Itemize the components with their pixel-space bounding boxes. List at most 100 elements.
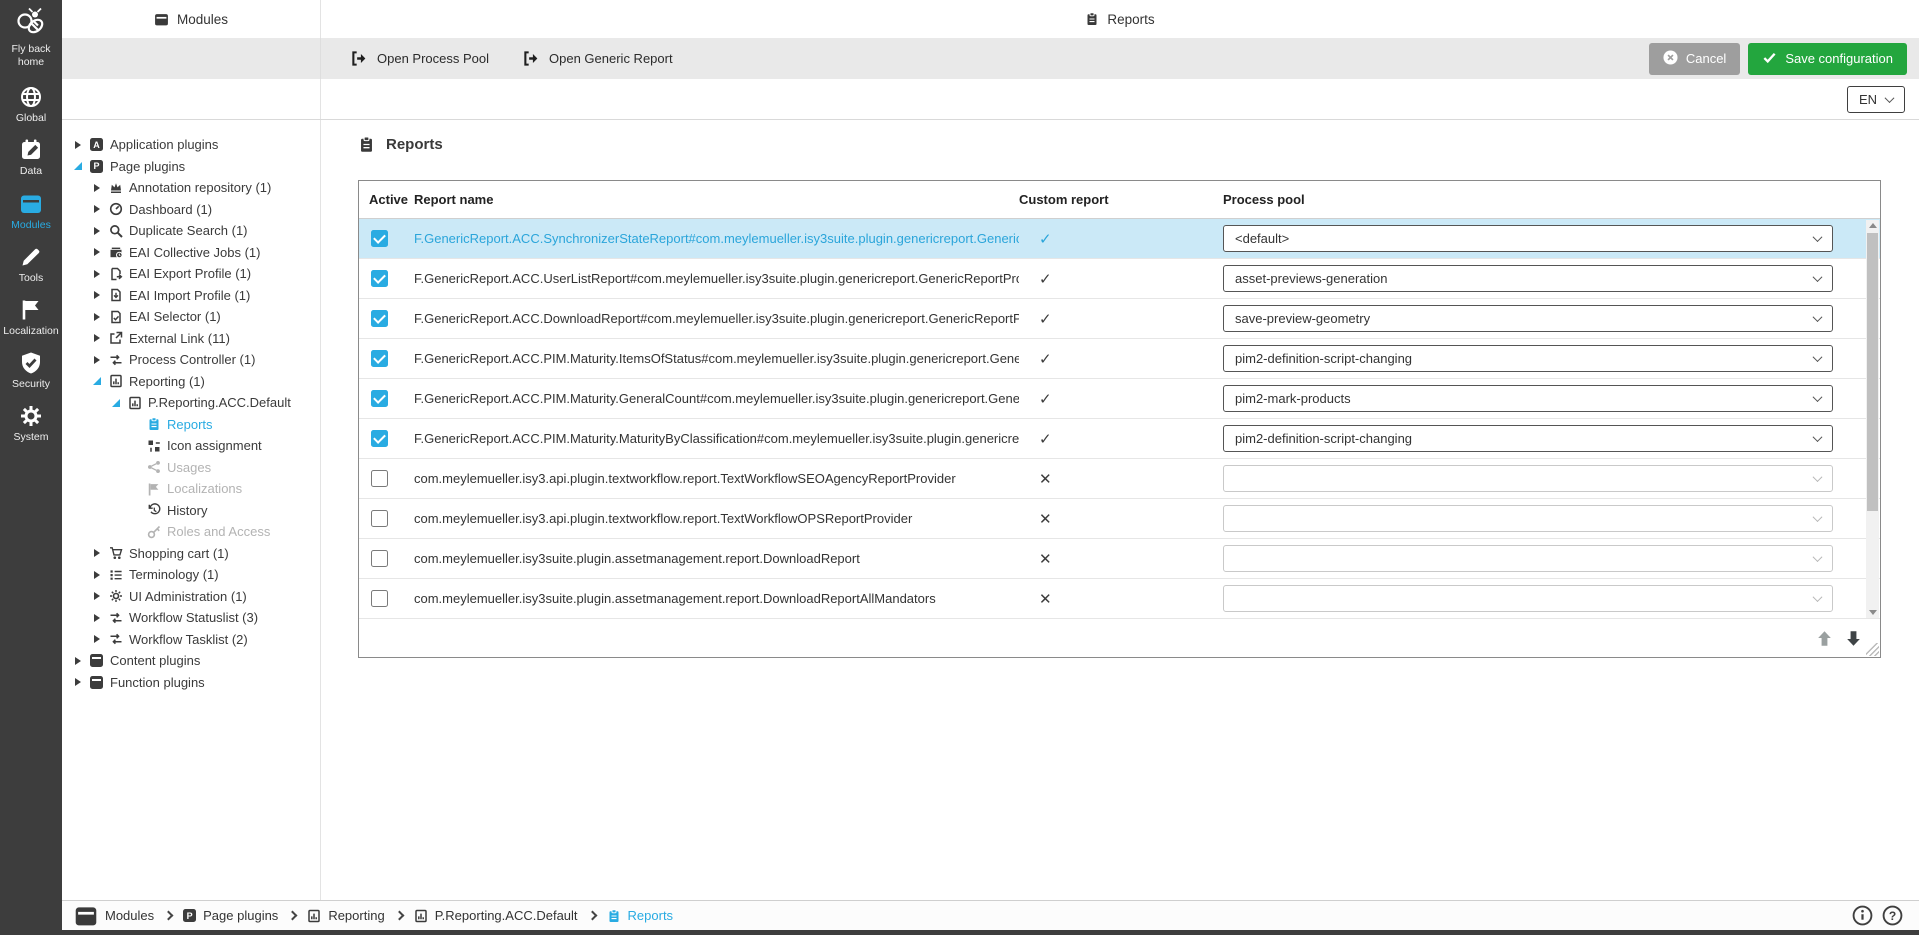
process-pool-select[interactable]: <default>: [1223, 225, 1833, 252]
tree-item-roles-and-access[interactable]: Roles and Access: [70, 521, 320, 543]
tree-item-annotation-repository-1[interactable]: Annotation repository (1): [70, 177, 320, 199]
expand-arrow-icon[interactable]: [91, 377, 102, 385]
tree-item-reports[interactable]: Reports: [70, 414, 320, 436]
active-checkbox[interactable]: [371, 310, 388, 327]
tree-item-eai-import-profile-1[interactable]: EAI Import Profile (1): [70, 285, 320, 307]
active-checkbox[interactable]: [371, 350, 388, 367]
move-down-button[interactable]: [1845, 630, 1862, 647]
expand-arrow-icon[interactable]: [91, 248, 102, 256]
tree-item-dashboard-1[interactable]: Dashboard (1): [70, 199, 320, 221]
tree-item-terminology-1[interactable]: Terminology (1): [70, 564, 320, 586]
language-select[interactable]: EN: [1846, 85, 1905, 113]
active-checkbox[interactable]: [371, 550, 388, 567]
sidebar-item-localization[interactable]: Localization: [3, 298, 59, 338]
expand-arrow-icon[interactable]: [91, 356, 102, 364]
tree-item-usages[interactable]: Usages: [70, 457, 320, 479]
expand-arrow-icon[interactable]: [91, 334, 102, 342]
table-row: F.GenericReport.ACC.PIM.Maturity.ItemsOf…: [359, 339, 1880, 379]
process-pool-select[interactable]: pim2-definition-script-changing: [1223, 345, 1833, 372]
active-checkbox[interactable]: [371, 270, 388, 287]
expand-arrow-icon[interactable]: [72, 162, 83, 170]
tab-modules[interactable]: Modules: [62, 0, 321, 38]
sidebar-item-system[interactable]: System: [3, 404, 58, 444]
open-process-pool-button[interactable]: Open Process Pool: [351, 50, 489, 67]
expand-arrow-icon[interactable]: [91, 635, 102, 643]
expand-arrow-icon[interactable]: [91, 205, 102, 213]
breadcrumb-item-p-reporting-acc-default[interactable]: P.Reporting.ACC.Default: [414, 908, 578, 923]
tree-item-p-reporting-acc-default[interactable]: P.Reporting.ACC.Default: [70, 392, 320, 414]
tree-item-eai-export-profile-1[interactable]: EAI Export Profile (1): [70, 263, 320, 285]
tree-item-ui-administration-1[interactable]: UI Administration (1): [70, 586, 320, 608]
breadcrumb-item-page-plugins[interactable]: P Page plugins: [183, 908, 278, 923]
fly-back-home-button[interactable]: Fly back home: [0, 6, 62, 69]
process-pool-select[interactable]: pim2-definition-script-changing: [1223, 425, 1833, 452]
tree-item-eai-selector-1[interactable]: EAI Selector (1): [70, 306, 320, 328]
tree-item-application-plugins[interactable]: A Application plugins: [70, 134, 320, 156]
scroll-down-arrow[interactable]: [1866, 607, 1879, 618]
sidebar-item-modules[interactable]: Modules: [3, 192, 58, 232]
expand-arrow-icon[interactable]: [91, 614, 102, 622]
key-icon: [146, 525, 161, 539]
move-up-button[interactable]: [1816, 630, 1833, 647]
help-icon[interactable]: ?: [1882, 905, 1903, 926]
expand-arrow-icon[interactable]: [91, 313, 102, 321]
expand-arrow-icon[interactable]: [91, 184, 102, 192]
expand-arrow-icon[interactable]: [72, 141, 83, 149]
tree-item-eai-collective-jobs-1[interactable]: EAI Collective Jobs (1): [70, 242, 320, 264]
expand-arrow-icon[interactable]: [72, 678, 83, 686]
active-checkbox[interactable]: [371, 430, 388, 447]
sidebar-item-tools[interactable]: Tools: [3, 245, 58, 285]
process-pool-select[interactable]: [1223, 545, 1833, 572]
scrollbar-thumb[interactable]: [1867, 233, 1878, 511]
custom-report-check-icon: ✓: [1039, 390, 1052, 408]
cancel-button[interactable]: Cancel: [1648, 42, 1741, 75]
tree-item-shopping-cart-1[interactable]: Shopping cart (1): [70, 543, 320, 565]
expand-arrow-icon[interactable]: [91, 549, 102, 557]
active-checkbox[interactable]: [371, 470, 388, 487]
active-checkbox[interactable]: [371, 590, 388, 607]
main-content: Reports Active Report name Custom report…: [321, 120, 1919, 900]
process-pool-select[interactable]: asset-previews-generation: [1223, 265, 1833, 292]
tree-item-workflow-tasklist-2[interactable]: Workflow Tasklist (2): [70, 629, 320, 651]
tree-item-icon-assignment[interactable]: Icon assignment: [70, 435, 320, 457]
expand-arrow-icon[interactable]: [110, 399, 121, 407]
breadcrumb-item-reports[interactable]: Reports: [607, 908, 673, 923]
expand-arrow-icon[interactable]: [91, 592, 102, 600]
tree-item-duplicate-search-1[interactable]: Duplicate Search (1): [70, 220, 320, 242]
active-checkbox[interactable]: [371, 390, 388, 407]
chevron-down-icon: [1812, 392, 1823, 403]
expand-arrow-icon[interactable]: [72, 657, 83, 665]
tree-item-history[interactable]: History: [70, 500, 320, 522]
tree-item-process-controller-1[interactable]: Process Controller (1): [70, 349, 320, 371]
sidebar-item-data[interactable]: Data: [3, 138, 58, 178]
tree-item-function-plugins[interactable]: Function plugins: [70, 672, 320, 694]
save-configuration-button[interactable]: Save configuration: [1748, 42, 1907, 75]
process-pool-select[interactable]: [1223, 585, 1833, 612]
active-checkbox[interactable]: [371, 510, 388, 527]
tab-reports[interactable]: Reports: [321, 0, 1919, 38]
sidebar-item-security[interactable]: Security: [3, 351, 58, 391]
vertical-scrollbar[interactable]: [1866, 220, 1879, 618]
active-checkbox[interactable]: [371, 230, 388, 247]
open-generic-report-button[interactable]: Open Generic Report: [523, 50, 673, 67]
process-pool-select[interactable]: save-preview-geometry: [1223, 305, 1833, 332]
sidebar-item-global[interactable]: Global: [3, 85, 58, 125]
tree-item-content-plugins[interactable]: Content plugins: [70, 650, 320, 672]
breadcrumb-item-modules[interactable]: Modules: [74, 904, 154, 928]
tree-item-localizations[interactable]: Localizations: [70, 478, 320, 500]
tree-item-workflow-statuslist-3[interactable]: Workflow Statuslist (3): [70, 607, 320, 629]
breadcrumb-item-reporting[interactable]: Reporting: [307, 908, 385, 923]
expand-arrow-icon[interactable]: [91, 270, 102, 278]
expand-arrow-icon[interactable]: [91, 227, 102, 235]
info-icon[interactable]: [1852, 905, 1873, 926]
process-pool-select[interactable]: [1223, 505, 1833, 532]
process-pool-select[interactable]: pim2-mark-products: [1223, 385, 1833, 412]
tree-item-page-plugins[interactable]: P Page plugins: [70, 156, 320, 178]
tree-item-reporting-1[interactable]: Reporting (1): [70, 371, 320, 393]
resize-handle[interactable]: [1866, 643, 1879, 656]
expand-arrow-icon[interactable]: [91, 571, 102, 579]
tree-item-external-link-11[interactable]: External Link (11): [70, 328, 320, 350]
scroll-up-arrow[interactable]: [1866, 220, 1879, 231]
process-pool-select[interactable]: [1223, 465, 1833, 492]
expand-arrow-icon[interactable]: [91, 291, 102, 299]
